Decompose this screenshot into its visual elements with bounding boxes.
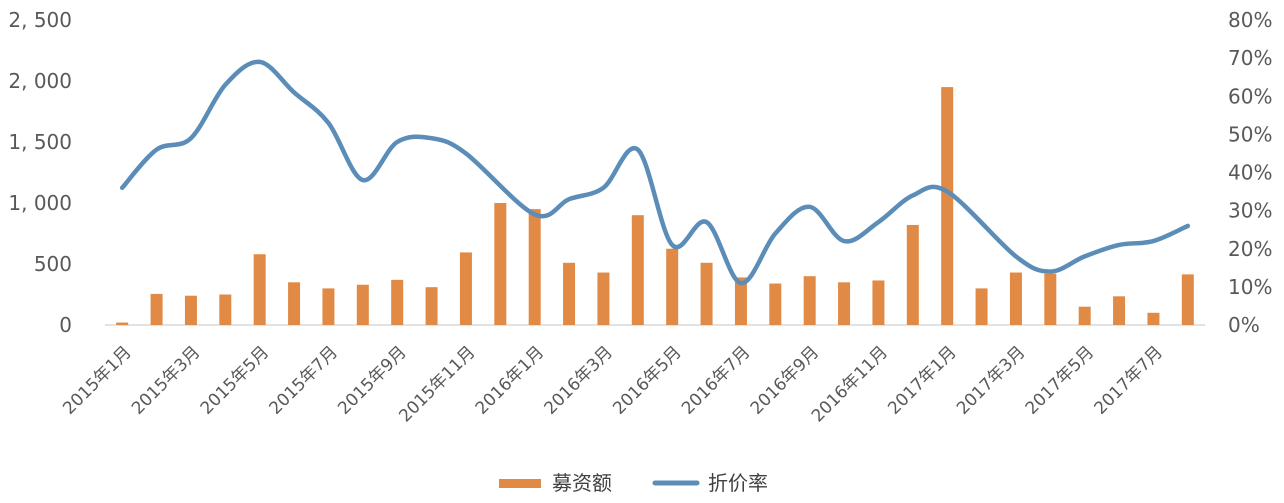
bar [563,263,575,325]
bar [357,285,369,325]
x-tick-label: 2015年5月 [197,342,273,418]
bar [907,225,919,325]
x-axis-ticks: 2015年1月2015年3月2015年5月2015年7月2015年9月2015年… [59,342,1167,426]
bar [460,252,472,325]
x-tick-label: 2016年7月 [678,342,754,418]
right-tick-label: 10% [1228,275,1272,299]
x-tick-label: 2015年3月 [128,342,204,418]
x-tick-label: 2017年1月 [884,342,960,418]
line-series [122,62,1188,283]
bar [426,287,438,325]
bar [529,209,541,325]
x-tick-label: 2017年7月 [1091,342,1167,418]
x-tick-label: 2015年7月 [266,342,342,418]
legend-bar-label: 募资额 [552,471,612,495]
left-tick-label: 1, 000 [8,191,72,215]
x-tick-label: 2016年5月 [609,342,685,418]
bar [941,87,953,325]
bar [1044,274,1056,325]
bar [838,282,850,325]
bar [254,254,266,325]
bar [1010,273,1022,325]
left-tick-label: 1, 500 [8,130,72,154]
bar [632,215,644,325]
right-tick-label: 70% [1228,46,1272,70]
right-tick-label: 80% [1228,8,1272,32]
legend-line-label: 折价率 [708,471,768,495]
bar [701,263,713,325]
bar [219,295,231,326]
right-tick-label: 40% [1228,161,1272,185]
left-axis-ticks: 0 500 1, 000 1, 500 2, 000 2, 500 [8,8,72,337]
legend: 募资额 折价率 [499,471,768,495]
bar [1079,307,1091,325]
bar [804,276,816,325]
x-tick-label: 2017年5月 [1022,342,1098,418]
bar [769,284,781,325]
x-tick-label: 2016年3月 [541,342,617,418]
left-tick-label: 2, 500 [8,8,72,32]
right-tick-label: 50% [1228,122,1272,146]
bar [976,288,988,325]
x-tick-label: 2016年1月 [472,342,548,418]
x-tick-label: 2015年1月 [59,342,135,418]
right-axis-ticks: 0% 10% 20% 30% 40% 50% 60% 70% 80% [1228,8,1272,337]
bar [185,296,197,325]
left-tick-label: 500 [34,252,72,276]
right-tick-label: 30% [1228,199,1272,223]
bar [322,288,334,325]
right-tick-label: 0% [1228,313,1260,337]
bar [391,280,403,325]
bar [597,273,609,325]
left-tick-label: 2, 000 [8,69,72,93]
bar [116,323,128,325]
bar [1147,313,1159,325]
bar [494,203,506,325]
left-tick-label: 0 [59,313,72,337]
bar [1182,274,1194,325]
bar [151,294,163,325]
bar [288,282,300,325]
x-tick-label: 2017年3月 [953,342,1029,418]
right-tick-label: 60% [1228,84,1272,108]
bar-series [116,87,1194,325]
bar [666,249,678,325]
legend-bar-swatch [499,479,541,488]
bar [1113,296,1125,325]
right-tick-label: 20% [1228,237,1272,261]
bar [872,280,884,325]
